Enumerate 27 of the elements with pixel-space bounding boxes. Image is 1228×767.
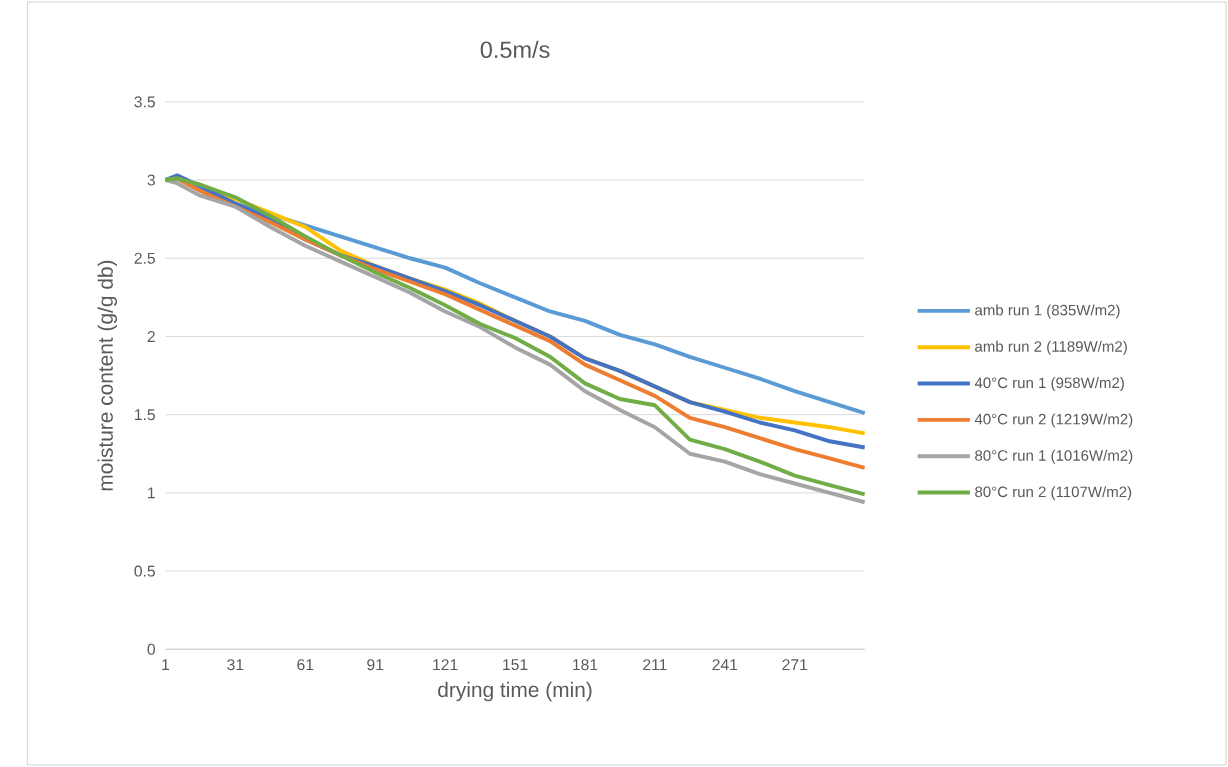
x-tick-label: 91 <box>367 659 384 671</box>
y-tick-label: 3 <box>147 174 155 186</box>
legend-label: amb run 1 (835W/m2) <box>975 304 1120 319</box>
y-tick-label: 2 <box>147 331 155 343</box>
legend-label: 80°C run 2 (1107W/m2) <box>975 486 1132 501</box>
y-tick-label: 1 <box>148 487 155 499</box>
x-tick-label: 1 <box>162 659 170 670</box>
legend-label: amb run 2 (1189W/m2) <box>975 340 1127 355</box>
y-tick-label: 0.5 <box>134 565 155 577</box>
x-axis-title: drying time (min) <box>438 681 592 702</box>
y-axis-title: moisture content (g/g db) <box>97 260 118 491</box>
x-tick-label: 211 <box>643 659 667 671</box>
x-tick-label: 121 <box>433 659 458 671</box>
chart-title: 0.5m/s <box>480 40 550 59</box>
y-tick-label: 3.5 <box>134 96 155 108</box>
x-tick-label: 151 <box>503 659 528 671</box>
y-tick-label: 1.5 <box>135 409 155 421</box>
x-tick-label: 241 <box>712 659 738 671</box>
legend-label: 40°C run 2 (1219W/m2) <box>974 413 1133 428</box>
x-tick-label: 271 <box>782 659 808 671</box>
x-tick-label: 31 <box>227 659 244 671</box>
legend-label: 40°C run 1 (958W/m2) <box>974 377 1124 392</box>
x-tick-label: 181 <box>573 659 598 671</box>
legend-label: 80°C run 1 (1016W/m2) <box>975 449 1133 464</box>
x-tick-label: 61 <box>297 659 314 671</box>
y-tick-label: 0 <box>147 643 155 655</box>
y-tick-label: 2.5 <box>134 252 155 264</box>
